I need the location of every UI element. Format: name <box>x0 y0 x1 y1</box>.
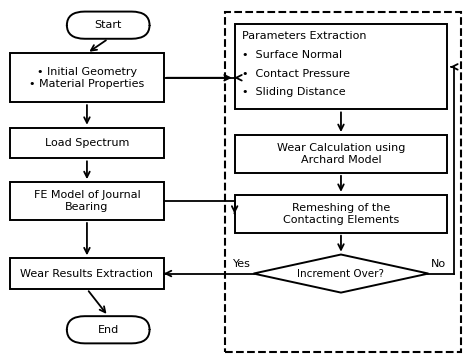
Text: •  Sliding Distance: • Sliding Distance <box>242 87 346 97</box>
Text: End: End <box>98 325 119 335</box>
Text: •  Contact Pressure: • Contact Pressure <box>242 68 350 79</box>
Text: Increment Over?: Increment Over? <box>298 269 384 278</box>
Bar <box>10 258 164 289</box>
Text: Load Spectrum: Load Spectrum <box>45 138 129 148</box>
Text: Wear Results Extraction: Wear Results Extraction <box>20 269 154 278</box>
Polygon shape <box>254 254 428 293</box>
Text: •  Surface Normal: • Surface Normal <box>242 50 342 60</box>
Bar <box>10 53 164 102</box>
FancyBboxPatch shape <box>67 316 150 343</box>
Text: Yes: Yes <box>233 259 251 269</box>
Text: No: No <box>431 259 446 269</box>
Text: Remeshing of the
Contacting Elements: Remeshing of the Contacting Elements <box>283 203 399 225</box>
Bar <box>235 195 447 233</box>
Bar <box>10 128 164 158</box>
Bar <box>235 135 447 173</box>
FancyBboxPatch shape <box>67 12 150 39</box>
Bar <box>235 24 447 110</box>
Text: Start: Start <box>94 20 122 30</box>
Text: FE Model of Journal
Bearing: FE Model of Journal Bearing <box>34 190 140 212</box>
Text: Wear Calculation using
Archard Model: Wear Calculation using Archard Model <box>277 143 405 165</box>
Text: • Initial Geometry
• Material Properties: • Initial Geometry • Material Properties <box>29 67 145 88</box>
Text: Parameters Extraction: Parameters Extraction <box>242 31 366 41</box>
Bar <box>10 182 164 220</box>
Bar <box>225 12 462 352</box>
